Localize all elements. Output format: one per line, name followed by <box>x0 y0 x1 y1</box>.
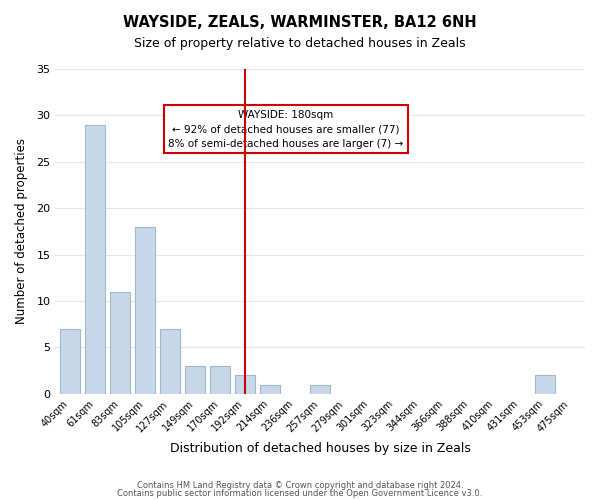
Text: Contains HM Land Registry data © Crown copyright and database right 2024.: Contains HM Land Registry data © Crown c… <box>137 481 463 490</box>
Bar <box>110 292 130 394</box>
Bar <box>260 384 280 394</box>
Bar <box>135 227 155 394</box>
X-axis label: Distribution of detached houses by size in Zeals: Distribution of detached houses by size … <box>170 442 470 455</box>
Y-axis label: Number of detached properties: Number of detached properties <box>15 138 28 324</box>
Bar <box>235 375 255 394</box>
Bar <box>535 375 555 394</box>
Text: Size of property relative to detached houses in Zeals: Size of property relative to detached ho… <box>134 38 466 51</box>
Bar <box>61 329 80 394</box>
Text: WAYSIDE, ZEALS, WARMINSTER, BA12 6NH: WAYSIDE, ZEALS, WARMINSTER, BA12 6NH <box>123 15 477 30</box>
Bar <box>210 366 230 394</box>
Text: WAYSIDE: 180sqm
← 92% of detached houses are smaller (77)
8% of semi-detached ho: WAYSIDE: 180sqm ← 92% of detached houses… <box>168 110 403 149</box>
Bar <box>85 124 105 394</box>
Bar <box>160 329 180 394</box>
Bar <box>310 384 330 394</box>
Bar <box>185 366 205 394</box>
Text: Contains public sector information licensed under the Open Government Licence v3: Contains public sector information licen… <box>118 488 482 498</box>
